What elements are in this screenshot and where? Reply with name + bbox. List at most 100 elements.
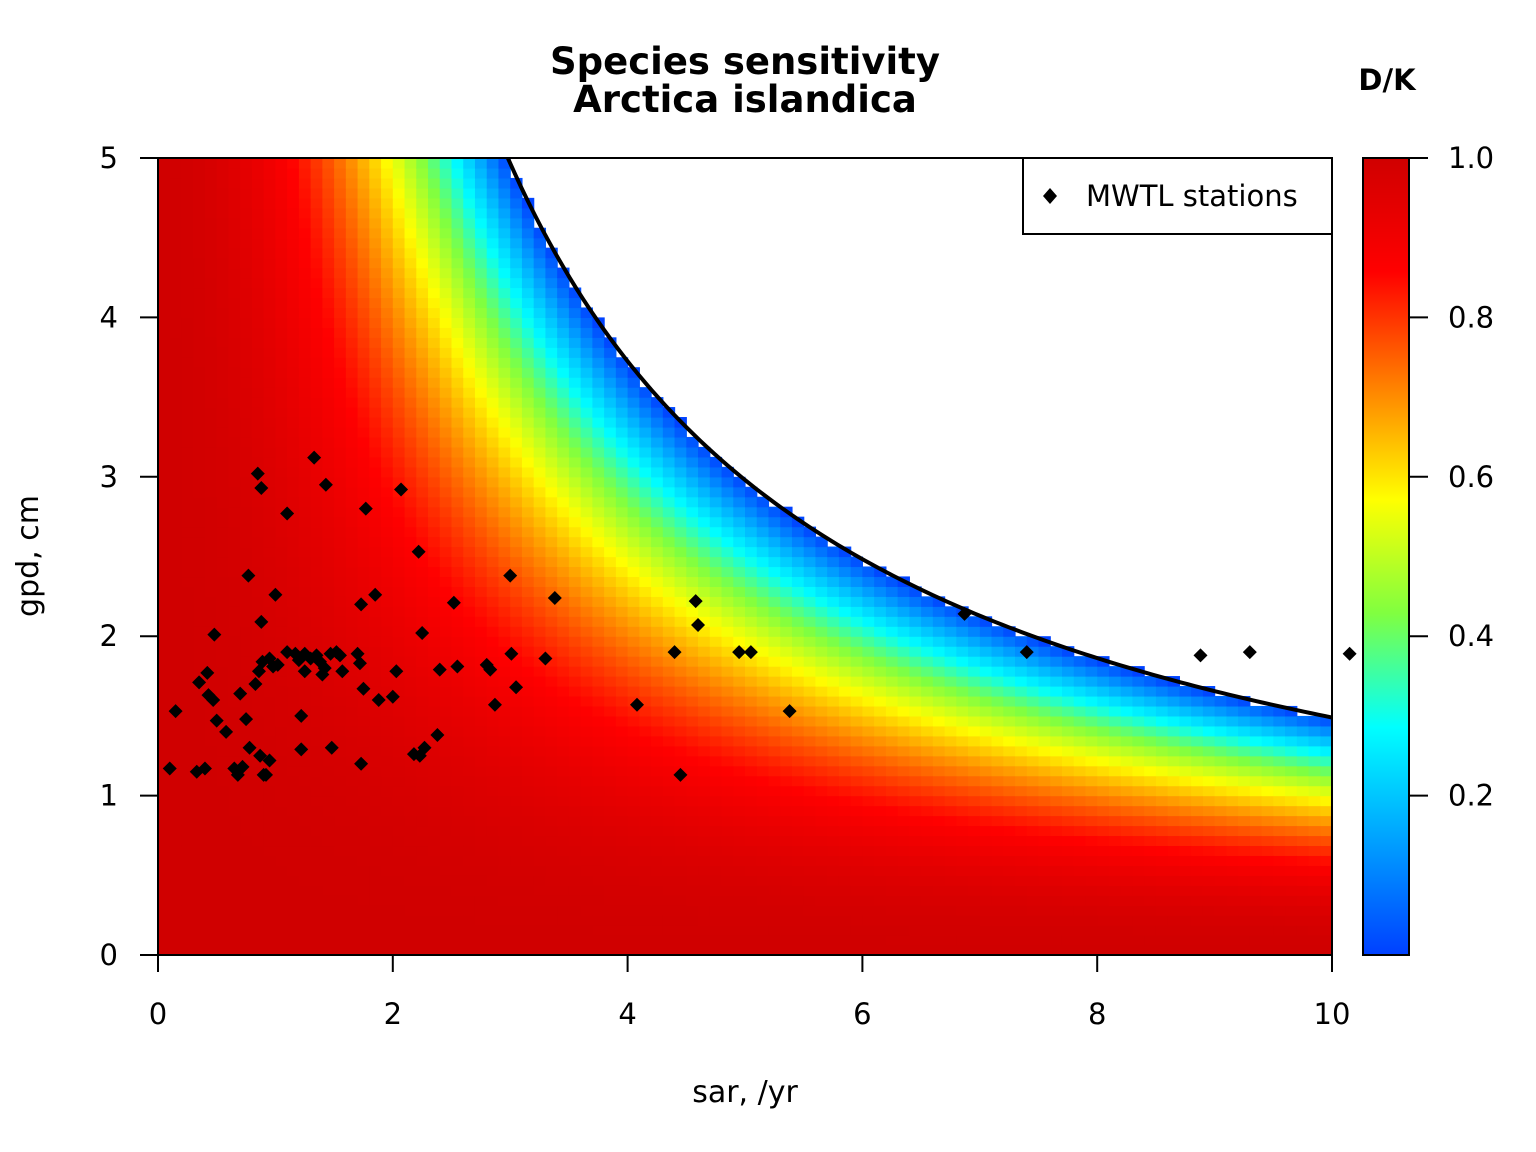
heatmap-cell <box>216 895 230 906</box>
heatmap-cell <box>745 825 758 837</box>
heatmap-cell <box>228 546 241 558</box>
heatmap-cell <box>662 546 676 558</box>
heatmap-cell <box>439 855 453 866</box>
heatmap-cell <box>568 407 582 418</box>
heatmap-cell <box>674 686 687 697</box>
heatmap-cell <box>298 347 312 358</box>
heatmap-cell <box>428 935 441 946</box>
heatmap-cell <box>345 476 359 488</box>
heatmap-cell <box>639 666 652 677</box>
heatmap-cell <box>850 805 863 817</box>
heatmap-cell <box>1097 755 1110 767</box>
heatmap-cell <box>334 705 347 717</box>
heatmap-cell <box>979 805 993 817</box>
heatmap-cell <box>838 745 852 757</box>
heatmap-cell <box>298 596 312 607</box>
heatmap-cell <box>193 506 206 518</box>
heatmap-cell <box>275 586 288 597</box>
heatmap-cell <box>216 626 230 637</box>
heatmap-cell <box>251 785 265 797</box>
heatmap-cell <box>1073 755 1087 767</box>
heatmap-cell <box>463 167 476 179</box>
heatmap-cell <box>639 805 652 817</box>
heatmap-cell <box>662 636 676 647</box>
heatmap-cell <box>932 695 946 707</box>
heatmap-cell <box>615 407 629 418</box>
heatmap-cell <box>521 925 535 936</box>
heatmap-cell <box>474 745 488 757</box>
heatmap-cell <box>193 785 206 797</box>
heatmap-cell <box>1155 825 1169 837</box>
heatmap-cell <box>275 546 288 558</box>
heatmap-cell <box>451 387 464 398</box>
heatmap-cell <box>298 267 312 279</box>
heatmap-cell <box>580 925 593 936</box>
heatmap-cell <box>357 546 370 558</box>
heatmap-cell <box>240 476 253 488</box>
heatmap-cell <box>768 785 781 797</box>
heatmap-cell <box>1132 715 1145 727</box>
heatmap-cell <box>674 586 687 597</box>
heatmap-cell <box>510 496 523 508</box>
heatmap-cell <box>510 317 523 328</box>
heatmap-cell <box>228 725 241 737</box>
heatmap-cell <box>369 556 382 568</box>
heatmap-cell <box>897 875 910 886</box>
heatmap-cell <box>533 755 547 767</box>
heatmap-cell <box>298 626 312 637</box>
heatmap-cell <box>639 526 652 538</box>
heatmap-cell <box>592 775 605 787</box>
heatmap-cell <box>204 207 218 219</box>
heatmap-cell <box>909 636 922 647</box>
heatmap-cell <box>240 646 253 657</box>
heatmap-cell <box>827 825 840 837</box>
heatmap-cell <box>381 725 394 737</box>
heatmap-cell <box>968 905 981 916</box>
heatmap-cell <box>428 875 441 886</box>
heatmap-cell <box>627 377 640 388</box>
heatmap-cell <box>345 197 359 209</box>
heatmap-cell <box>874 656 887 667</box>
heatmap-cell <box>498 815 511 827</box>
heatmap-cell <box>1179 835 1192 847</box>
heatmap-cell <box>533 835 547 847</box>
heatmap-cell <box>228 835 241 847</box>
heatmap-cell <box>1073 715 1087 727</box>
heatmap-cell <box>510 506 523 518</box>
heatmap-cell <box>580 327 593 338</box>
heatmap-cell <box>780 875 793 886</box>
heatmap-cell <box>932 616 946 627</box>
heatmap-cell <box>709 715 723 727</box>
heatmap-cell <box>756 925 770 936</box>
heatmap-cell <box>463 586 476 597</box>
heatmap-cell <box>979 885 993 896</box>
heatmap-cell <box>439 815 453 827</box>
heatmap-cell <box>169 566 183 578</box>
heatmap-cell <box>298 815 312 827</box>
heatmap-cell <box>181 566 194 578</box>
heatmap-cell <box>287 397 300 408</box>
heatmap-cell <box>486 277 500 289</box>
heatmap-cell <box>287 257 300 269</box>
heatmap-cell <box>862 785 875 797</box>
heatmap-cell <box>251 486 265 498</box>
heatmap-cell <box>545 486 558 498</box>
heatmap-cell <box>827 725 840 737</box>
heatmap-cell <box>838 715 852 727</box>
heatmap-cell <box>568 815 582 827</box>
heatmap-cell <box>979 616 993 627</box>
heatmap-cell <box>615 905 629 916</box>
heatmap-cell <box>463 506 476 518</box>
heatmap-cell <box>1132 935 1145 946</box>
heatmap-cell <box>1050 895 1063 906</box>
heatmap-cell <box>228 407 241 418</box>
heatmap-cell <box>780 835 793 847</box>
heatmap-cell <box>1155 895 1169 906</box>
heatmap-cell <box>451 715 464 727</box>
heatmap-cell <box>451 815 464 827</box>
heatmap-cell <box>604 875 617 886</box>
heatmap-cell <box>1061 765 1075 777</box>
heatmap-cell <box>838 895 852 906</box>
heatmap-cell <box>979 815 993 827</box>
